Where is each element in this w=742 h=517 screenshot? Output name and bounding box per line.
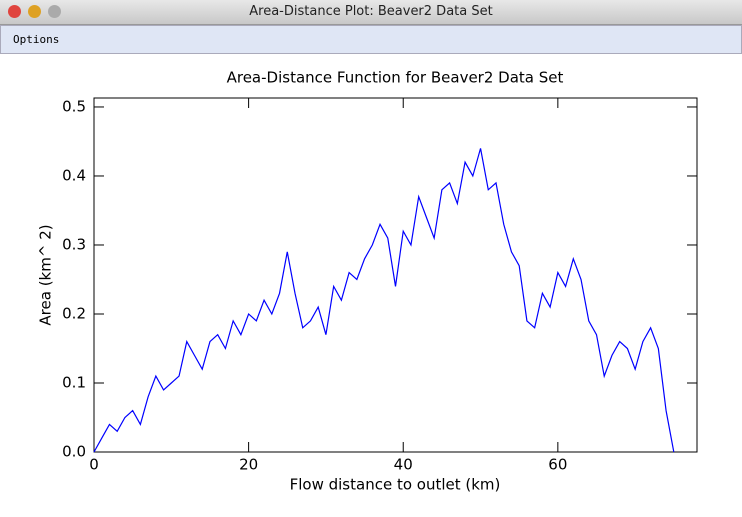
title-bar: Area-Distance Plot: Beaver2 Data Set [0,0,742,25]
x-tick-label: 0 [89,456,99,474]
close-button[interactable] [8,5,21,18]
x-tick-label: 20 [239,456,258,474]
x-tick-label: 40 [394,456,413,474]
chart: Area-Distance Function for Beaver2 Data … [37,69,698,494]
y-tick-label: 0.1 [62,373,86,391]
y-tick-label: 0.5 [62,97,86,115]
y-tick-label: 0.3 [62,235,86,253]
menu-item[interactable]: Options [13,33,60,46]
chart-title: Area-Distance Function for Beaver2 Data … [227,69,564,87]
y-tick-label: 0.4 [62,166,86,184]
window-title: Area-Distance Plot: Beaver2 Data Set [249,4,493,19]
x-tick-label: 60 [548,456,567,474]
y-tick-label: 0.0 [62,443,86,461]
x-axis-label: Flow distance to outlet (km) [290,476,501,494]
y-tick-label: 0.2 [62,304,86,322]
minimize-button[interactable] [28,5,41,18]
plot-frame [93,97,698,453]
data-line [93,148,675,453]
zoom-button[interactable] [48,5,61,18]
y-axis-label: Area (km^ 2) [37,224,55,325]
menu-bar: Options [0,25,742,54]
